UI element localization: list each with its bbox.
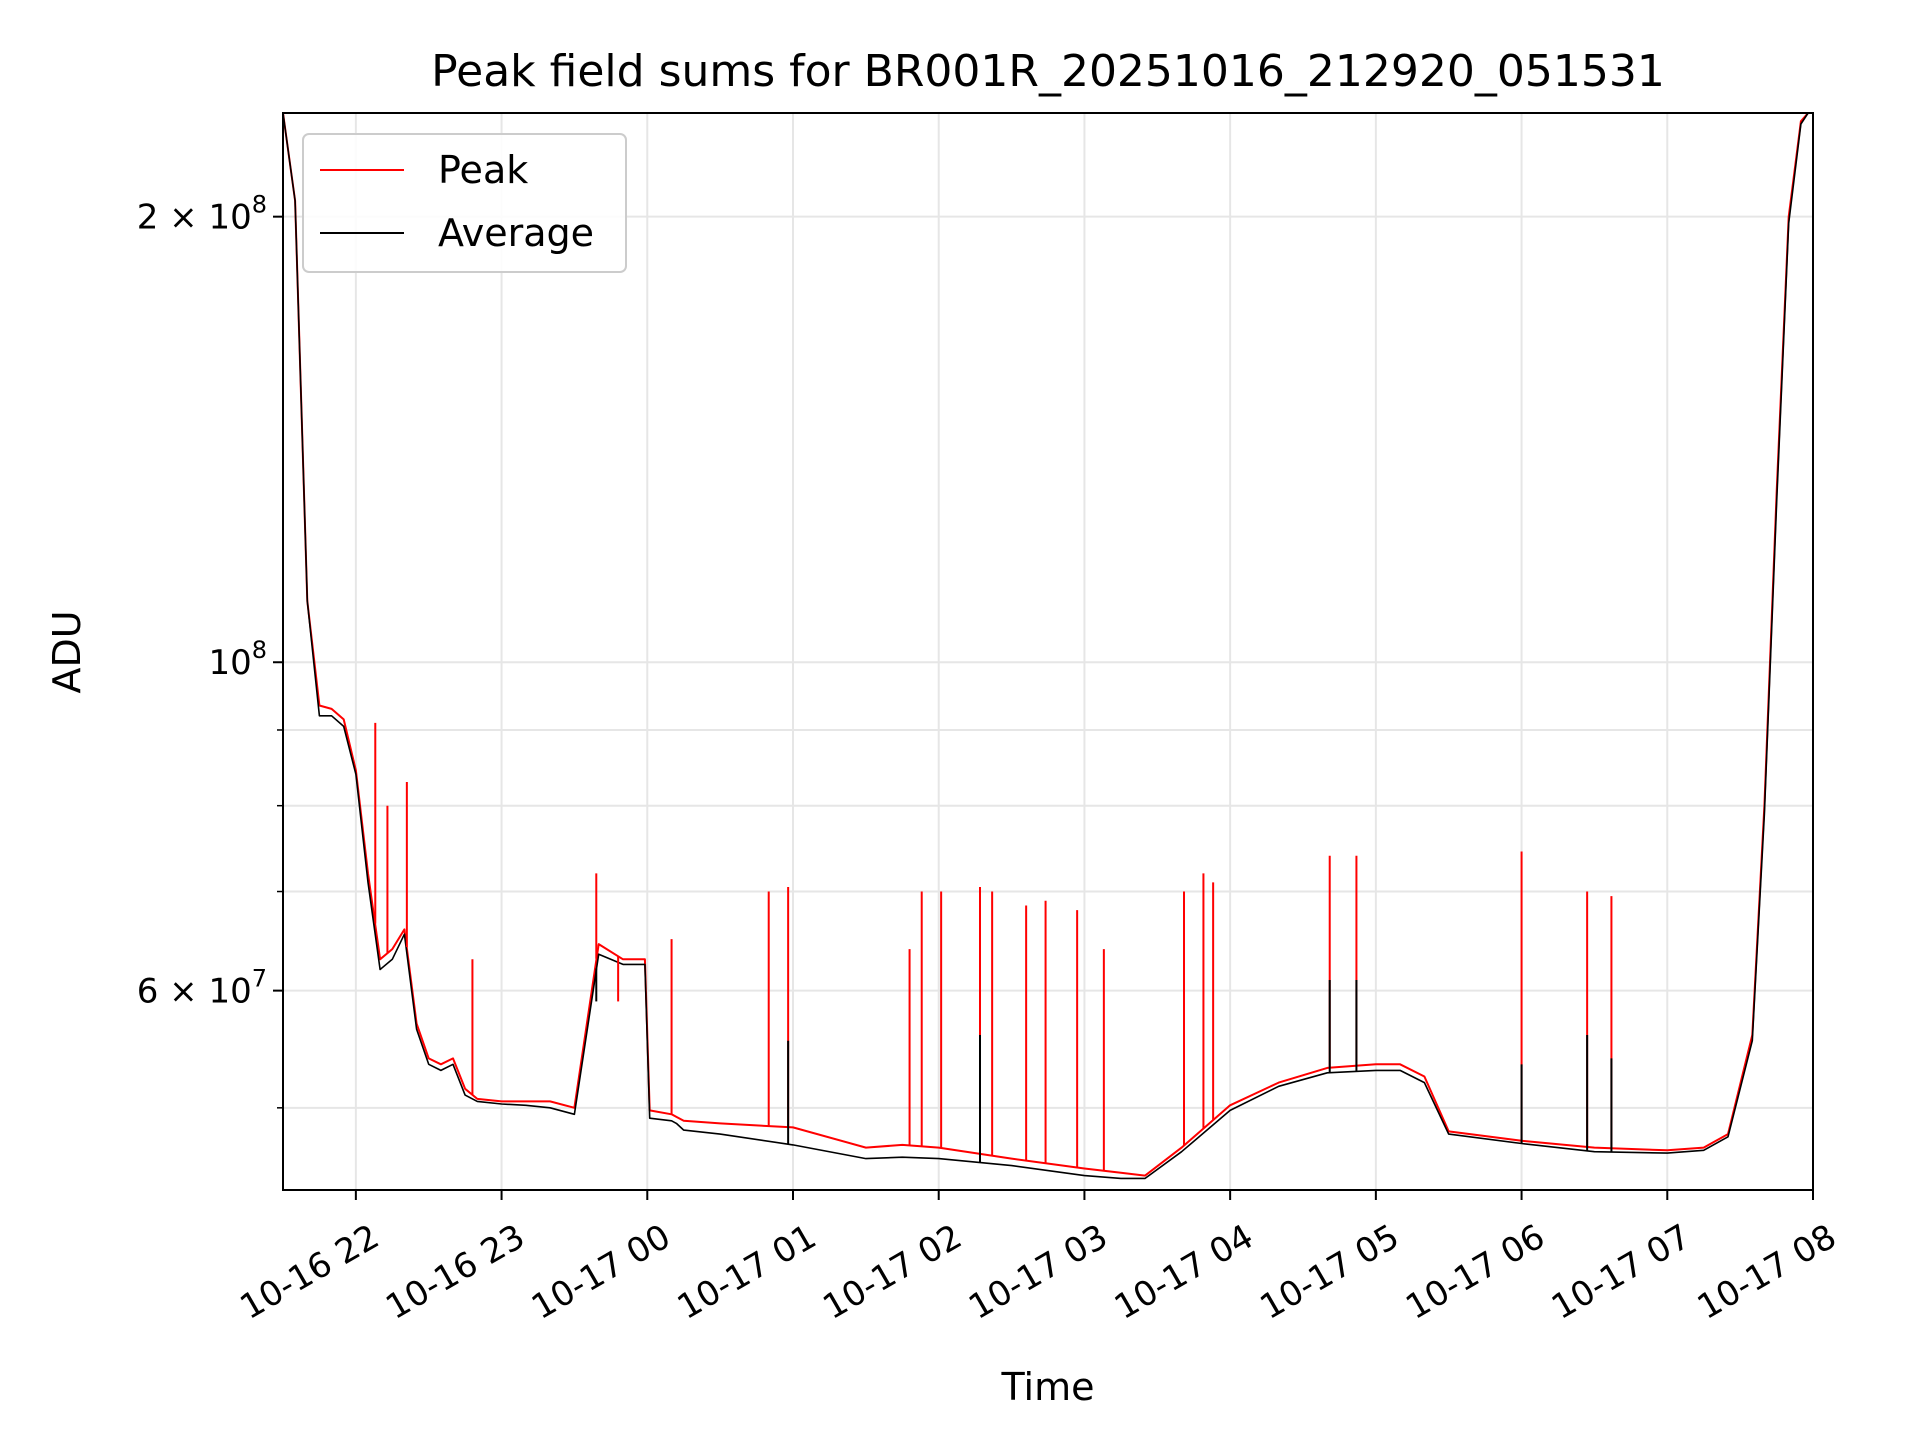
legend-label-average: Average [438,211,594,255]
y-tick-label: 2 × 108 [137,191,267,238]
y-tick-label: 6 × 107 [137,965,267,1012]
series-line-average [282,112,1809,1180]
chart-title: Peak field sums for BR001R_20251016_2129… [431,46,1665,97]
series-lines [282,112,1809,1180]
plot-frame [282,112,1814,1191]
legend: Peak Average [302,133,627,273]
legend-label-peak: Peak [438,148,528,192]
x-axis-title: Time [1001,1365,1095,1409]
legend-box [302,133,627,273]
series-line-peak [282,112,1809,1177]
y-axis-title: ADU [45,610,89,693]
